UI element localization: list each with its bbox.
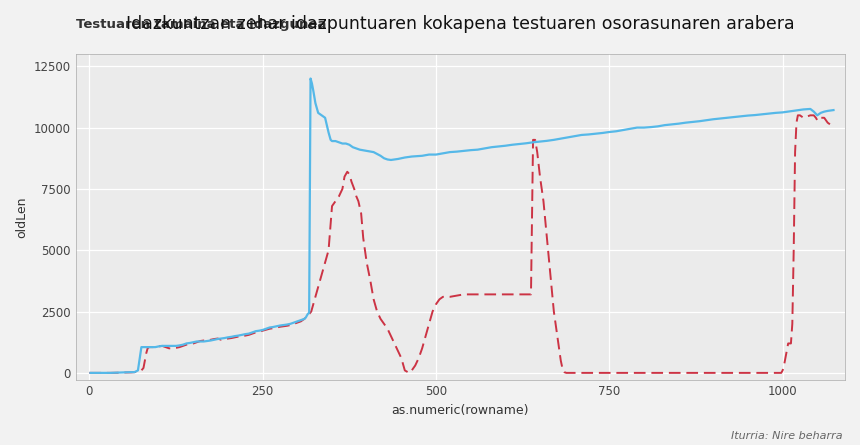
Text: Iturria: Nire beharra: Iturria: Nire beharra <box>731 431 843 441</box>
Y-axis label: oldLen: oldLen <box>15 196 28 238</box>
X-axis label: as.numeric(rowname): as.numeric(rowname) <box>391 404 529 417</box>
Text: Testuaren tamaina eta idazgunea: Testuaren tamaina eta idazgunea <box>76 18 326 31</box>
Title: Idazkuntzan zehar idazpuntuaren kokapena testuaren osorasunaren arabera: Idazkuntzan zehar idazpuntuaren kokapena… <box>126 15 795 33</box>
